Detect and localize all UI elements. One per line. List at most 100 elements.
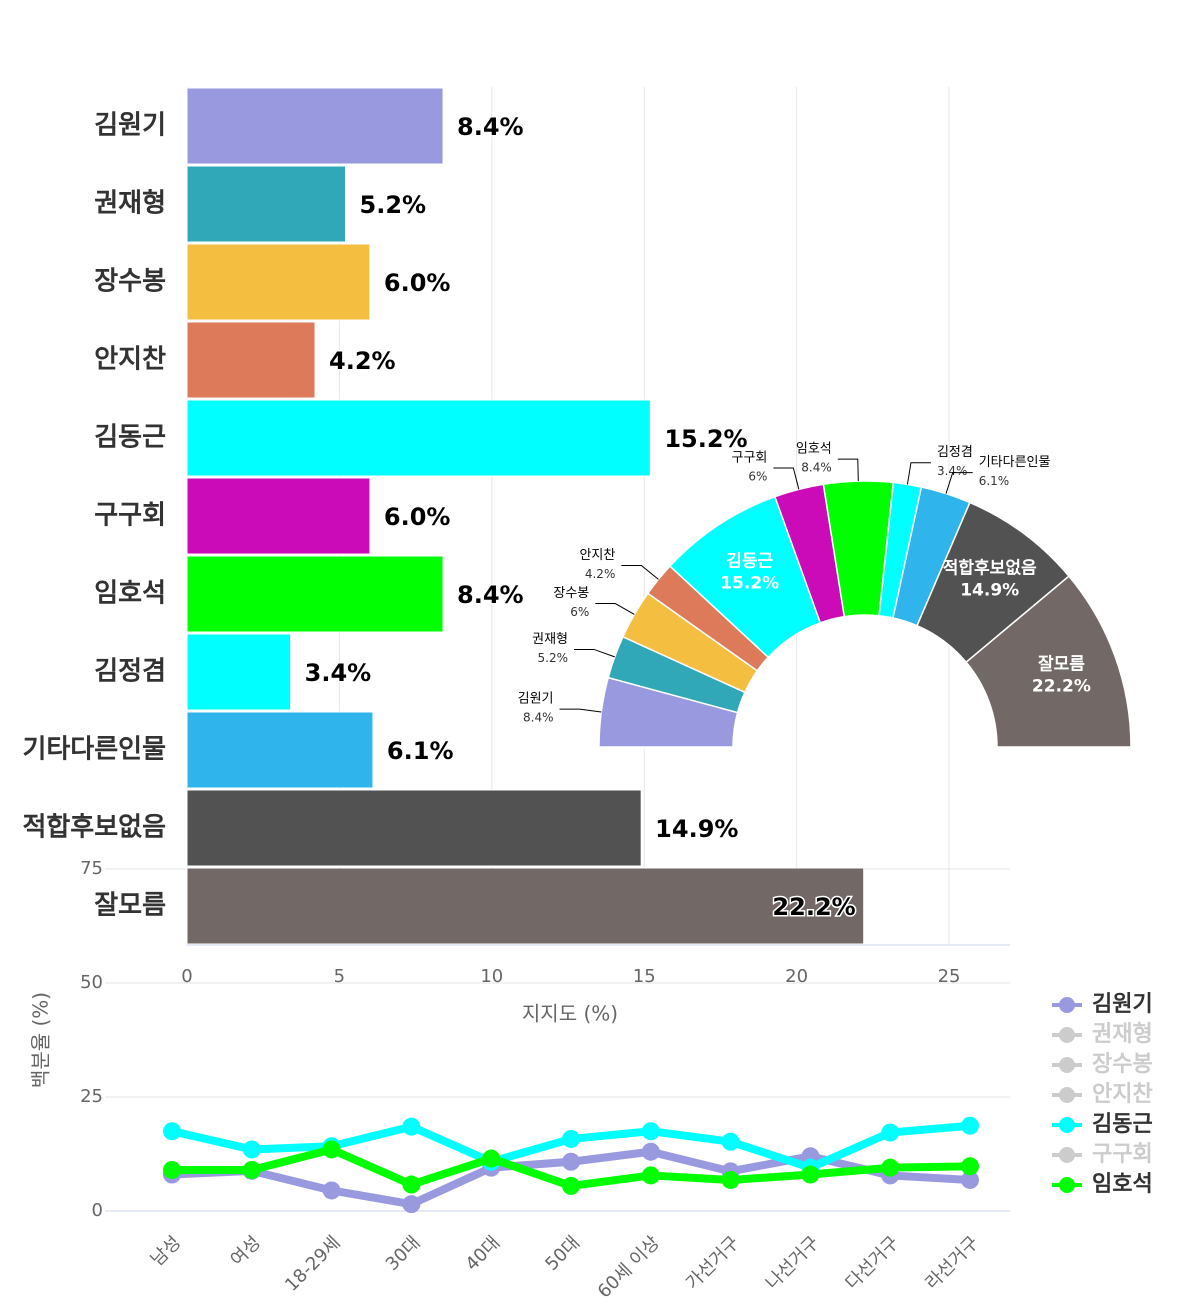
value-label: 14.9% xyxy=(655,815,738,843)
line-point xyxy=(482,1149,501,1168)
slice-label: 임호석 xyxy=(796,442,832,457)
slice-value: 15.2% xyxy=(720,574,779,594)
value-label: 4.2% xyxy=(329,347,396,375)
x-tick-label: 40대 xyxy=(462,1232,505,1275)
x-tick-label: 25 xyxy=(938,966,961,987)
line-point xyxy=(562,1129,580,1148)
x-tick-label: 가선거구 xyxy=(682,1232,744,1294)
legend-marker xyxy=(1059,1117,1075,1133)
leader-line xyxy=(773,467,800,490)
y-tick-label: 50 xyxy=(80,972,103,993)
line-point xyxy=(801,1165,820,1184)
legend-marker xyxy=(1059,1027,1075,1043)
category-label: 임호석 xyxy=(94,579,166,609)
line-point xyxy=(402,1117,421,1136)
leader-line xyxy=(621,565,659,580)
slice-value: 22.2% xyxy=(1032,677,1091,697)
legend-marker xyxy=(1059,1177,1075,1193)
leader-line xyxy=(574,648,615,658)
category-label: 구구회 xyxy=(94,501,166,531)
line-point xyxy=(322,1140,341,1159)
line-point xyxy=(961,1116,979,1135)
x-tick-label: 남성 xyxy=(147,1232,185,1270)
y-tick-label: 25 xyxy=(80,1086,103,1107)
leader-line xyxy=(906,462,931,485)
bar xyxy=(186,477,371,555)
line-point xyxy=(242,1160,261,1179)
line-point xyxy=(641,1122,660,1141)
pie-slice xyxy=(965,575,1132,748)
category-label: 적합후보없음 xyxy=(22,813,166,843)
line-point xyxy=(402,1195,421,1214)
category-label: 권재형 xyxy=(94,189,166,219)
y-tick-label: 0 xyxy=(92,1200,103,1221)
x-tick-label: 30대 xyxy=(382,1232,425,1275)
value-label: 6.1% xyxy=(387,737,454,765)
bar xyxy=(186,321,316,399)
legend-label: 김동근 xyxy=(1092,1112,1153,1137)
slice-value: 8.4% xyxy=(523,711,554,725)
slice-value: 14.9% xyxy=(960,580,1019,600)
line-point xyxy=(641,1166,660,1185)
value-label: 8.4% xyxy=(457,113,524,141)
legend-label: 구구회 xyxy=(1092,1142,1153,1167)
slice-label: 기타다른인물 xyxy=(979,455,1051,470)
slice-label: 적합후보없음 xyxy=(943,557,1037,578)
line-point xyxy=(242,1140,261,1159)
slice-value: 8.4% xyxy=(801,461,832,475)
x-tick-label: 라선거구 xyxy=(921,1232,983,1294)
legend-label: 안지찬 xyxy=(1092,1082,1153,1107)
x-tick-label: 15 xyxy=(633,966,656,987)
slice-label: 김정겸 xyxy=(937,445,973,460)
category-label: 기타다른인물 xyxy=(22,735,166,765)
bar xyxy=(186,399,651,477)
value-label: 22.2% xyxy=(772,893,855,921)
bar xyxy=(186,555,444,633)
legend-label: 권재형 xyxy=(1092,1022,1153,1047)
slice-label: 안지찬 xyxy=(579,548,615,563)
x-tick-label: 여성 xyxy=(227,1232,265,1270)
x-tick-label: 60세 이상 xyxy=(594,1232,664,1300)
leader-line xyxy=(945,472,973,494)
slice-value: 6% xyxy=(748,470,767,484)
leader-line xyxy=(837,458,859,482)
bar xyxy=(186,633,292,711)
legend-marker xyxy=(1059,997,1075,1013)
line-point xyxy=(322,1181,341,1200)
slice-value: 5.2% xyxy=(538,651,569,665)
x-axis-title: 지지도 (%) xyxy=(522,1002,618,1026)
category-label: 김원기 xyxy=(94,111,166,141)
y-tick-label: 75 xyxy=(80,858,103,879)
bar xyxy=(186,867,865,945)
bar-chart: 0 5 10 15 20 25 지지도 (%) 김원기 8.4% 권재형 5.2% 장수봉 6.0% 안지… xyxy=(22,87,1010,1026)
line-point xyxy=(961,1157,979,1176)
category-label: 김정겸 xyxy=(94,657,166,687)
line-point xyxy=(721,1132,740,1151)
bar xyxy=(186,87,444,165)
legend-marker xyxy=(1059,1087,1075,1103)
line-point xyxy=(721,1170,740,1189)
slice-label: 장수봉 xyxy=(553,586,589,601)
slice-label: 잘모름 xyxy=(1038,654,1085,675)
x-tick-label: 0 xyxy=(181,966,192,987)
legend-label: 임호석 xyxy=(1092,1172,1153,1197)
category-label: 잘모름 xyxy=(94,891,166,921)
bar xyxy=(186,165,347,243)
legend-label: 장수봉 xyxy=(1092,1052,1153,1077)
x-tick-label: 다선거구 xyxy=(842,1232,904,1294)
line-point xyxy=(961,1170,979,1189)
y-axis-title: 백분율 (%) xyxy=(29,992,53,1088)
line-point xyxy=(881,1123,900,1142)
legend-label: 김원기 xyxy=(1092,992,1153,1017)
slice-value: 3.4% xyxy=(937,464,968,478)
leader-line xyxy=(559,708,602,713)
bar xyxy=(186,789,642,867)
x-tick-label: 10 xyxy=(480,966,503,987)
value-label: 6.0% xyxy=(384,503,451,531)
line-point xyxy=(402,1175,421,1194)
slice-label: 구구회 xyxy=(731,451,767,466)
line-point xyxy=(562,1152,580,1171)
legend-marker xyxy=(1059,1057,1075,1073)
value-label: 15.2% xyxy=(664,425,747,453)
